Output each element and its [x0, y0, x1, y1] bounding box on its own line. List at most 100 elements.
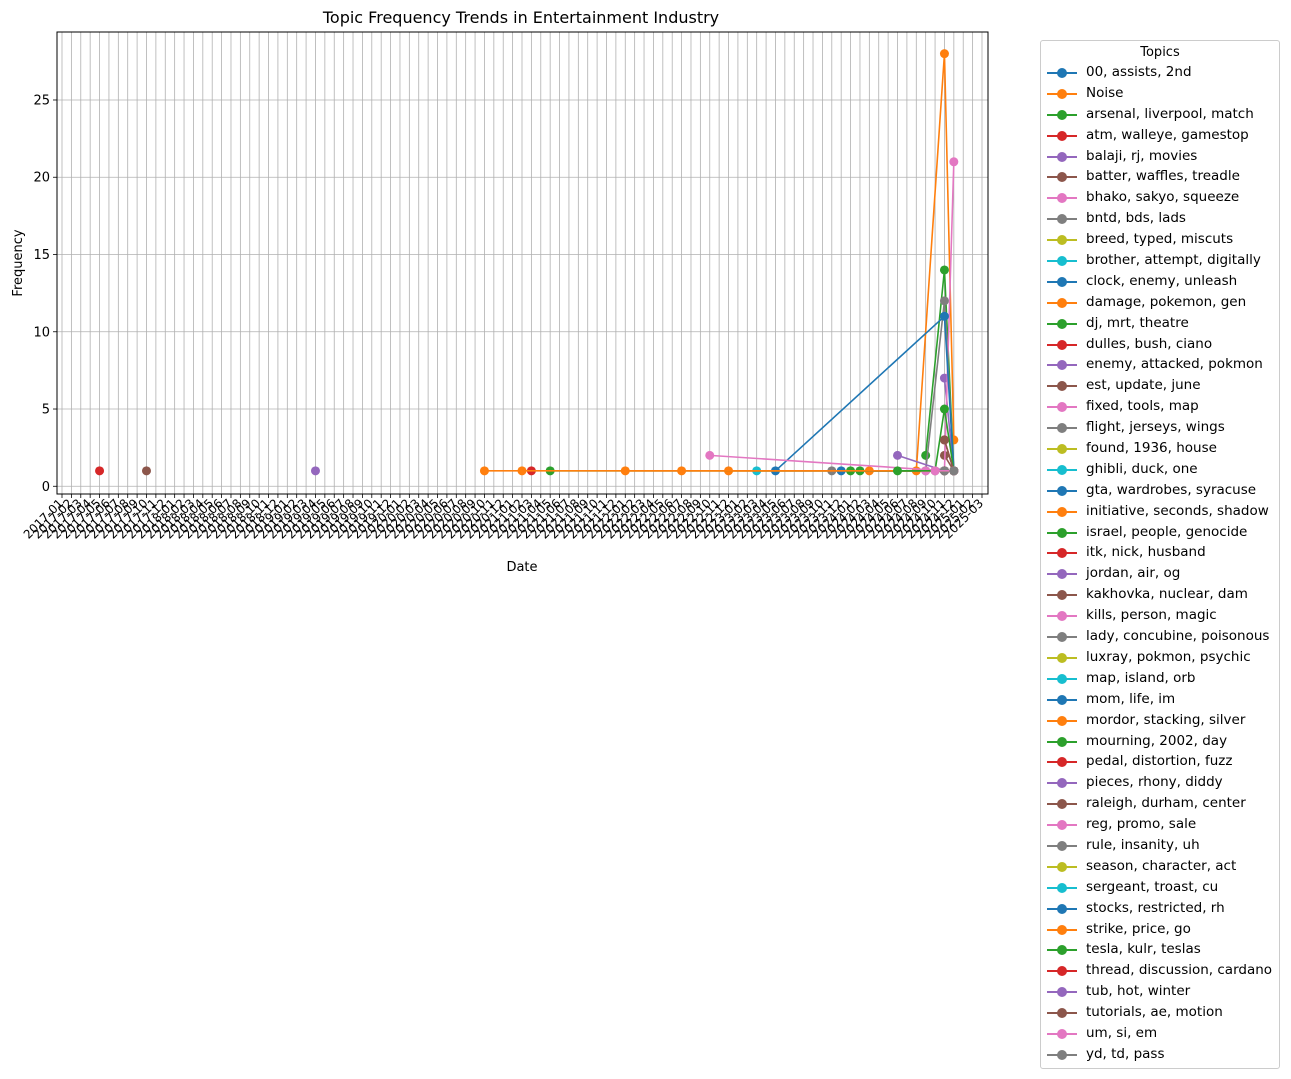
legend-marker-swatch [1057, 673, 1067, 684]
legend-label: dj, mrt, theatre [1086, 314, 1189, 331]
legend-marker-swatch [1057, 214, 1067, 225]
legend-label: bntd, bds, lads [1086, 210, 1186, 227]
grid [57, 32, 988, 494]
legend-item: gta, wardrobes, syracuse [1041, 481, 1279, 502]
legend-label: tesla, kulr, teslas [1086, 941, 1201, 958]
legend-marker-swatch [1057, 840, 1067, 851]
legend-label: batter, waffles, treadle [1086, 168, 1240, 185]
legend-marker-swatch [1057, 88, 1067, 99]
legend-marker-swatch [1057, 235, 1067, 246]
data-point [517, 466, 527, 476]
data-point [479, 466, 489, 476]
legend-item: season, character, act [1041, 857, 1279, 878]
legend-marker-swatch [1057, 68, 1067, 78]
legend-item: arsenal, liverpool, match [1041, 105, 1279, 126]
data-point [939, 311, 949, 321]
legend-marker-swatch [1057, 569, 1067, 580]
legend-item: itk, nick, husband [1041, 543, 1279, 564]
legend-item: strike, price, go [1041, 920, 1279, 941]
y-tick-label: 20 [33, 171, 50, 186]
y-tick-label: 0 [42, 480, 50, 495]
line-chart: Topic Frequency Trends in Entertainment … [11, 8, 989, 575]
legend-item: bntd, bds, lads [1041, 209, 1279, 230]
legend-label: Noise [1086, 84, 1124, 101]
legend-item: brother, attempt, digitally [1041, 251, 1279, 272]
series [310, 466, 320, 476]
legend-marker-swatch [1057, 297, 1067, 308]
legend-item: tub, hot, winter [1041, 982, 1279, 1003]
legend-item: ghibli, duck, one [1041, 460, 1279, 481]
y-tick-label: 5 [42, 403, 50, 418]
legend-marker-swatch [1057, 966, 1067, 977]
legend-marker-swatch [1057, 1028, 1067, 1039]
legend-label: pedal, distortion, fuzz [1086, 753, 1233, 770]
legend-item: um, si, em [1041, 1024, 1279, 1045]
legend-label: est, update, june [1086, 377, 1201, 394]
legend-marker-swatch [1057, 360, 1067, 371]
legend-label: dulles, bush, ciano [1086, 335, 1213, 352]
legend-item: jordan, air, og [1041, 564, 1279, 585]
data-point [620, 466, 630, 476]
legend-label: stocks, restricted, rh [1086, 899, 1225, 916]
legend-marker-swatch [1057, 485, 1067, 496]
data-point [939, 435, 949, 445]
legend-label: rule, insanity, uh [1086, 836, 1200, 853]
legend-marker-swatch [1057, 444, 1067, 455]
legend-item: mordor, stacking, silver [1041, 711, 1279, 732]
legend-label: strike, price, go [1086, 920, 1191, 937]
legend-label: reg, promo, sale [1086, 816, 1197, 833]
legend-item: israel, people, genocide [1041, 523, 1279, 544]
legend-marker-swatch [1057, 130, 1067, 141]
legend-marker-swatch [1057, 276, 1067, 287]
legend-marker-swatch [1057, 694, 1067, 705]
legend-item: dj, mrt, theatre [1041, 314, 1279, 335]
y-tick-label: 15 [33, 248, 50, 263]
legend-item: thread, discussion, cardano [1041, 961, 1279, 982]
legend-marker-swatch [1057, 402, 1067, 413]
legend-item: tesla, kulr, teslas [1041, 940, 1279, 961]
legend-label: kills, person, magic [1086, 607, 1217, 624]
legend-marker-swatch [1057, 527, 1067, 538]
legend-marker-swatch [1057, 423, 1067, 434]
legend-item: enemy, attacked, pokmon [1041, 355, 1279, 376]
legend-item: clock, enemy, unleash [1041, 272, 1279, 293]
legend-marker-swatch [1057, 736, 1067, 747]
series-line [709, 454, 945, 472]
legend-marker-swatch [1057, 715, 1067, 726]
legend-item: mourning, 2002, day [1041, 732, 1279, 753]
legend-item: balaji, rj, movies [1041, 147, 1279, 168]
legend-item: rule, insanity, uh [1041, 836, 1279, 857]
plot-area [57, 32, 988, 494]
legend-label: israel, people, genocide [1086, 523, 1248, 540]
plot-frame [56, 31, 989, 495]
legend-item: damage, pokemon, gen [1041, 293, 1279, 314]
legend-label: yd, td, pass [1086, 1045, 1165, 1062]
legend-item: lady, concubine, poisonous [1041, 627, 1279, 648]
legend-label: breed, typed, miscuts [1086, 231, 1234, 248]
legend-marker-swatch [1057, 757, 1067, 768]
legend-label: kakhovka, nuclear, dam [1086, 586, 1248, 603]
y-axis-label: Frequency [11, 229, 26, 296]
legend-marker-swatch [1057, 381, 1067, 392]
legend-marker-swatch [1057, 339, 1067, 350]
legend-items: 00, assists, 2nd Noise arsenal, liverpool,… [1041, 63, 1279, 1066]
series [141, 466, 151, 476]
x-axis-label: Date [506, 560, 537, 575]
legend-marker-swatch [1057, 820, 1067, 831]
data-point [893, 450, 903, 460]
legend-label: season, character, act [1086, 857, 1237, 874]
legend-label: bhako, sakyo, squeeze [1086, 189, 1240, 206]
legend-label: tutorials, ae, motion [1086, 1004, 1223, 1021]
legend-label: mom, life, im [1086, 690, 1176, 707]
legend-item: pedal, distortion, fuzz [1041, 752, 1279, 773]
legend-marker-swatch [1057, 151, 1067, 162]
legend-item: Noise [1041, 84, 1279, 105]
legend-title: Topics [1140, 45, 1180, 60]
legend-item: luxray, pokmon, psychic [1041, 648, 1279, 669]
y-axis: 0 5 10 15 20 25 [33, 93, 57, 495]
legend-label: thread, discussion, cardano [1086, 962, 1273, 979]
legend-label: lady, concubine, poisonous [1086, 628, 1270, 645]
legend-label: sergeant, troast, cu [1086, 878, 1219, 895]
series [949, 466, 959, 476]
data-point [939, 49, 949, 59]
